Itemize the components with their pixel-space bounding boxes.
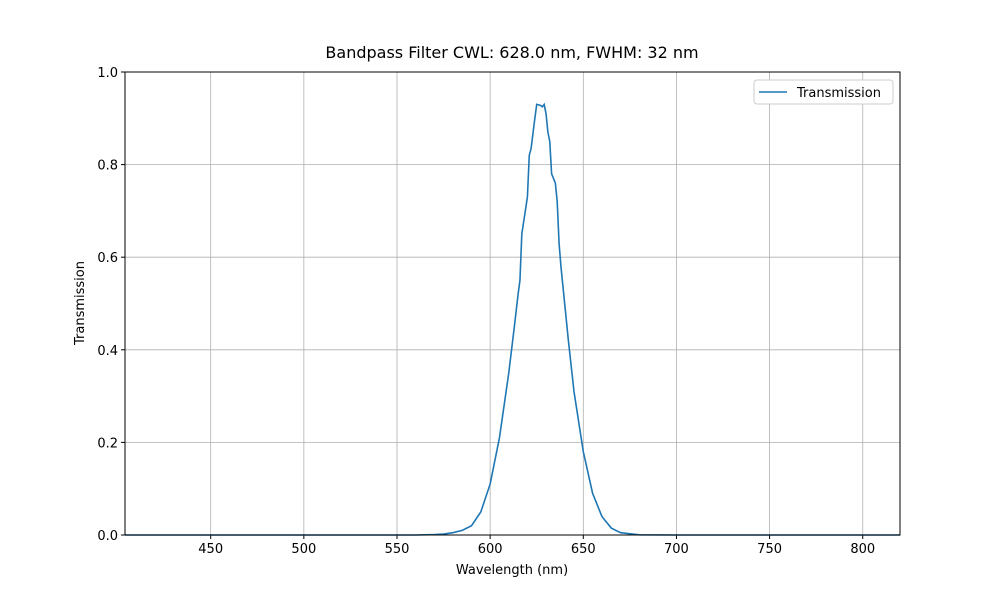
x-tick-label: 650 (571, 542, 596, 557)
x-tick-label: 600 (478, 542, 503, 557)
x-tick-label: 800 (850, 542, 875, 557)
legend-box (753, 79, 894, 105)
y-tick-label: 0.6 (97, 251, 118, 266)
chart-title: Bandpass Filter CWL: 628.0 nm, FWHM: 32 … (325, 43, 698, 62)
y-tick-label: 1.0 (97, 66, 118, 81)
x-tick-label: 500 (291, 542, 316, 557)
plot-frame (124, 71, 901, 536)
legend-label: Transmission (796, 86, 881, 101)
x-tick-label: 750 (757, 542, 782, 557)
y-tick-label: 0.8 (97, 159, 118, 174)
y-tick-label: 0.4 (97, 344, 118, 359)
data-line (125, 102, 900, 536)
x-tick-label: 550 (385, 542, 410, 557)
y-tick-label: 0.2 (97, 436, 118, 451)
x-axis-label: Wavelength (nm) (456, 563, 568, 578)
y-tick-label: 0.0 (97, 529, 118, 544)
x-tick-label: 700 (664, 542, 689, 557)
y-axis-label: Transmission (73, 261, 88, 346)
x-tick-label: 450 (198, 542, 223, 557)
